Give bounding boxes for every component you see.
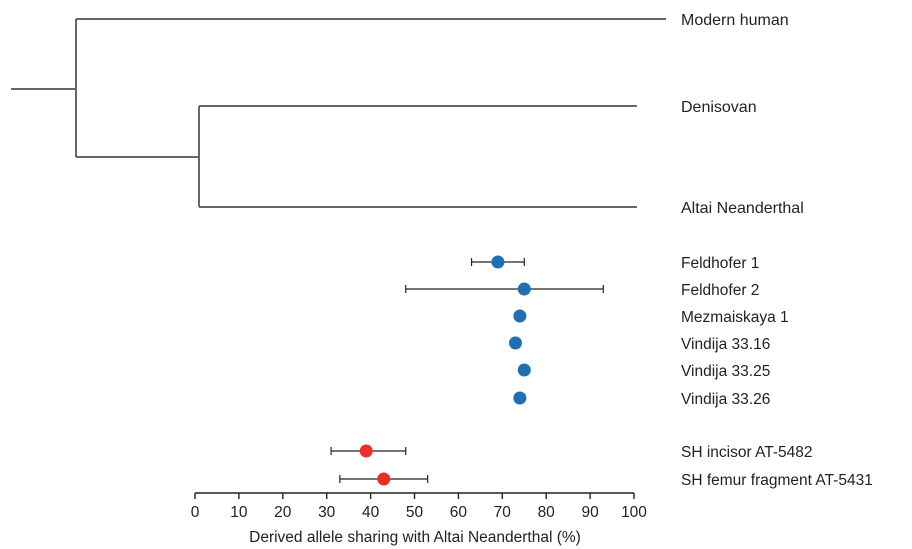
taxon-label: Modern human [681,12,789,29]
data-point-row: Vindija 33.16 [508,336,770,353]
data-point-row: Feldhofer 1 [470,255,759,272]
x-tick-label: 40 [362,504,380,521]
data-point-marker [513,391,527,405]
sample-label: SH femur fragment AT-5431 [681,472,873,489]
taxon-label: Denisovan [681,99,757,116]
x-tick-label: 50 [406,504,424,521]
data-point-marker [517,282,531,296]
x-tick-label: 20 [274,504,292,521]
taxon-label: Altai Neanderthal [681,200,804,217]
sample-label: Feldhofer 2 [681,282,759,299]
x-tick-label: 70 [494,504,512,521]
sample-label: Feldhofer 1 [681,255,759,272]
data-points: Feldhofer 1 Feldhofer 2 Mezmaiskaya 1 Vindi… [330,255,873,489]
data-point-marker [508,336,522,350]
x-tick-label: 0 [191,504,200,521]
data-point-marker [513,309,527,323]
x-tick-label: 80 [538,504,556,521]
data-point-marker [377,472,391,486]
x-axis-title: Derived allele sharing with Altai Neande… [249,529,581,546]
sample-label: Vindija 33.16 [681,336,770,353]
data-point-row: SH femur fragment AT-5431 [339,472,873,489]
x-tick-label: 90 [581,504,599,521]
x-tick-label: 30 [318,504,336,521]
data-point-marker [491,255,505,269]
data-point-row: Vindija 33.26 [513,391,770,408]
data-point-marker [517,363,531,377]
data-point-marker [359,444,373,458]
taxon-labels: Modern human Denisovan Altai Neanderthal [681,12,804,217]
sample-label: Mezmaiskaya 1 [681,309,789,326]
sample-label: Vindija 33.26 [681,391,770,408]
data-point-row: SH incisor AT-5482 [330,444,813,461]
x-tick-label: 10 [230,504,248,521]
x-axis: 0 10 20 30 40 50 60 70 80 90 100 [191,492,647,521]
x-tick-label: 100 [621,504,647,521]
sample-label: Vindija 33.25 [681,363,770,380]
data-point-row: Mezmaiskaya 1 [513,309,789,326]
data-point-row: Vindija 33.25 [517,363,770,380]
sample-label: SH incisor AT-5482 [681,444,813,461]
x-tick-label: 60 [450,504,468,521]
phylogenetic-tree [11,18,666,208]
data-point-row: Feldhofer 2 [405,282,759,299]
